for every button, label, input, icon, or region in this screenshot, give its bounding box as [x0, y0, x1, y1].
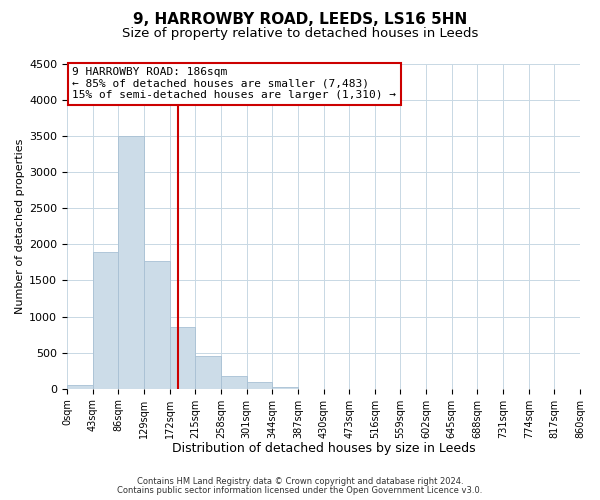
Bar [67, 385, 92, 388]
Bar [92, 252, 118, 388]
Text: Size of property relative to detached houses in Leeds: Size of property relative to detached ho… [122, 28, 478, 40]
Bar [221, 376, 247, 388]
Text: 9 HARROWBY ROAD: 186sqm
← 85% of detached houses are smaller (7,483)
15% of semi: 9 HARROWBY ROAD: 186sqm ← 85% of detache… [72, 67, 396, 100]
Text: Contains public sector information licensed under the Open Government Licence v3: Contains public sector information licen… [118, 486, 482, 495]
Bar [118, 136, 144, 388]
X-axis label: Distribution of detached houses by size in Leeds: Distribution of detached houses by size … [172, 442, 475, 455]
Bar [144, 260, 170, 388]
Bar [247, 382, 272, 388]
Bar [272, 386, 298, 388]
Text: Contains HM Land Registry data © Crown copyright and database right 2024.: Contains HM Land Registry data © Crown c… [137, 477, 463, 486]
Text: 9, HARROWBY ROAD, LEEDS, LS16 5HN: 9, HARROWBY ROAD, LEEDS, LS16 5HN [133, 12, 467, 28]
Bar [195, 356, 221, 388]
Y-axis label: Number of detached properties: Number of detached properties [15, 138, 25, 314]
Bar [170, 328, 195, 388]
